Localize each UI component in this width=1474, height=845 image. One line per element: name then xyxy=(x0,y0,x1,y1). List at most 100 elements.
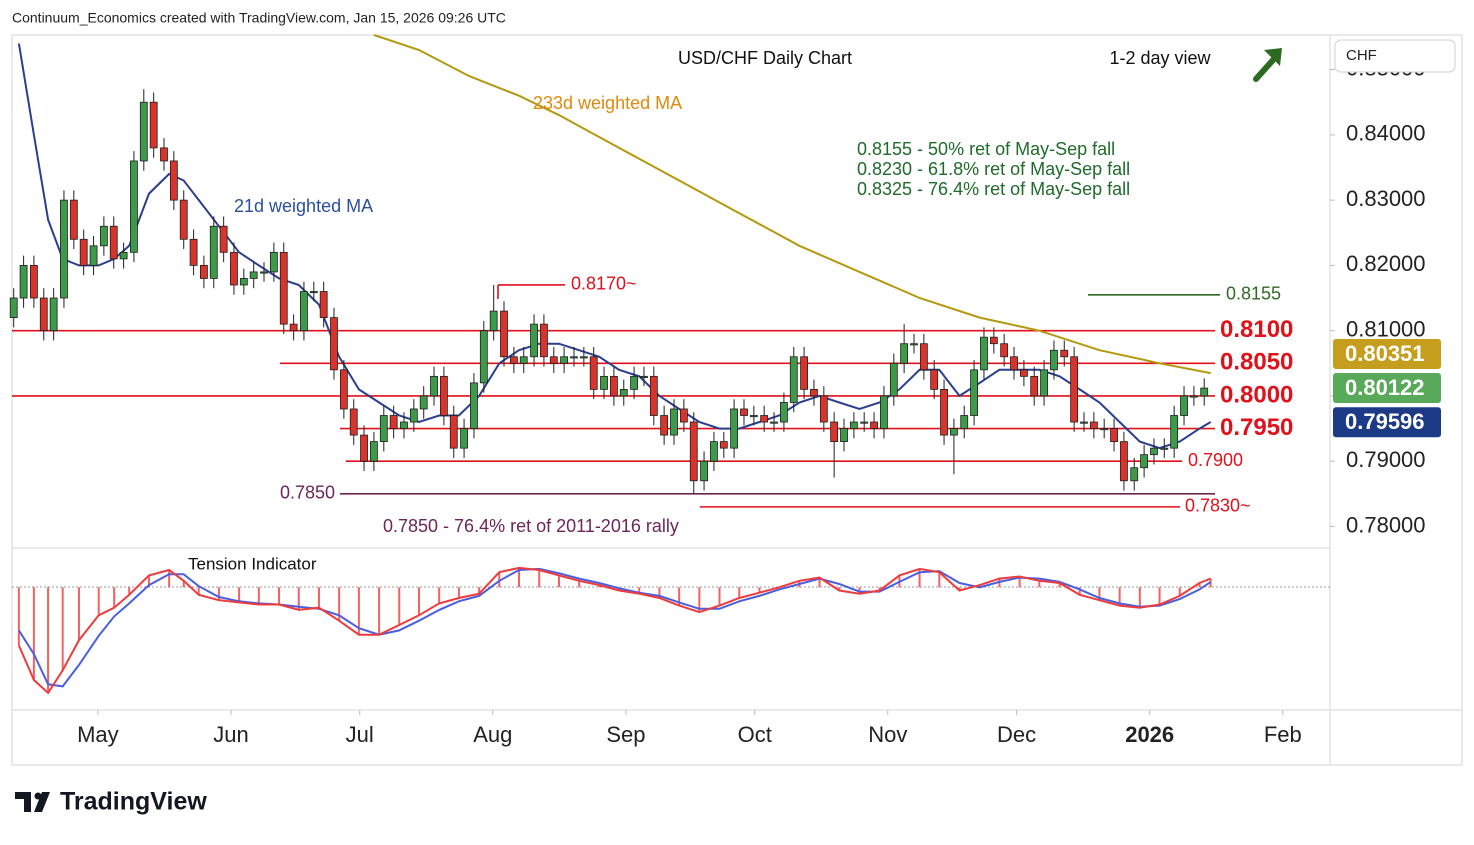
y-tick-label: 0.84000 xyxy=(1346,121,1426,146)
candle-body xyxy=(700,460,708,482)
candle-body xyxy=(139,101,148,162)
note: 0.8155 - 50% ret of May-Sep fall xyxy=(857,139,1115,159)
candle-body xyxy=(660,415,669,436)
candle-body xyxy=(970,369,978,416)
candle-body xyxy=(780,402,788,423)
candle-body xyxy=(169,160,178,201)
candle-body xyxy=(370,441,378,462)
candle-body xyxy=(760,415,769,423)
moving-average-label: 233d weighted MA xyxy=(533,93,682,113)
indicator-layer xyxy=(17,566,1212,695)
candle-body xyxy=(69,199,78,240)
chart-title: USD/CHF Daily Chart xyxy=(678,48,852,68)
indicator-title: Tension Indicator xyxy=(188,554,317,573)
candle-body xyxy=(279,251,288,325)
moving-average-line xyxy=(373,34,1211,375)
candle-body xyxy=(1019,369,1028,377)
candle-body xyxy=(860,421,869,424)
candle-body xyxy=(99,225,108,247)
level-label: 0.7950 xyxy=(1220,414,1293,441)
candle-body xyxy=(640,375,648,378)
candle-body xyxy=(719,441,728,449)
candle-body xyxy=(9,297,18,319)
candle-body xyxy=(330,317,338,371)
candle-body xyxy=(29,264,38,299)
candle-body xyxy=(500,310,508,358)
indicator-line xyxy=(17,566,1212,695)
note: 0.8325 - 76.4% ret of May-Sep fall xyxy=(857,179,1130,199)
candle-body xyxy=(349,408,358,436)
x-tick-label: Aug xyxy=(473,722,512,747)
candle-body xyxy=(89,245,98,266)
candle-body xyxy=(560,356,569,364)
candle-body xyxy=(489,310,498,332)
candle-body xyxy=(1050,349,1058,371)
level-label: 0.7830~ xyxy=(1185,496,1251,516)
currency-label: CHF xyxy=(1346,47,1377,64)
candle-body xyxy=(39,297,48,332)
candle-body xyxy=(519,356,528,364)
candle-body xyxy=(980,336,988,371)
frame xyxy=(11,34,1463,766)
level-label: 0.8100 xyxy=(1220,316,1293,343)
candle-body xyxy=(449,415,458,449)
candle-body xyxy=(379,415,388,443)
candle-body xyxy=(570,356,578,359)
candle-body xyxy=(710,441,718,462)
candle-body xyxy=(819,395,828,423)
x-tick-label: Jun xyxy=(213,722,248,747)
price-badge xyxy=(1333,338,1441,369)
candle-body xyxy=(339,369,348,410)
candle-body xyxy=(880,395,888,429)
candle-body xyxy=(1190,395,1198,398)
candle-body xyxy=(189,238,198,266)
view-arrow xyxy=(1253,48,1282,82)
x-tick-label: 2026 xyxy=(1125,722,1174,747)
candle-body xyxy=(200,264,208,279)
candle-body xyxy=(1080,421,1088,424)
candle-body xyxy=(1200,387,1209,397)
logo-text: TradingView xyxy=(60,788,207,816)
level-label: 0.7900 xyxy=(1188,450,1243,470)
levels-layer xyxy=(12,284,1220,508)
level-label: 0.7850 xyxy=(280,483,335,503)
candle-body xyxy=(610,375,618,397)
candle-body xyxy=(540,323,548,358)
candle-body xyxy=(389,415,398,429)
candle-body xyxy=(849,421,858,429)
candle-body xyxy=(930,369,939,390)
price-badge-label: 0.80351 xyxy=(1345,341,1425,366)
candle-body xyxy=(579,356,588,359)
candle-body xyxy=(679,408,688,423)
candle-body xyxy=(1120,441,1128,482)
candle-body xyxy=(800,356,808,390)
candle-body xyxy=(749,415,758,418)
candle-body xyxy=(260,271,268,274)
candle-body xyxy=(940,389,948,436)
candle-body xyxy=(430,375,438,397)
candle-body xyxy=(1160,447,1169,450)
candle-body xyxy=(289,323,298,332)
candle-body xyxy=(179,199,188,240)
candle-body xyxy=(670,408,678,436)
candle-body xyxy=(269,251,278,273)
candle-body xyxy=(1180,395,1188,416)
arrow-head xyxy=(1264,48,1282,66)
y-tick-label: 0.79000 xyxy=(1346,447,1426,472)
x-tick-label: Jul xyxy=(346,722,374,747)
candle-body xyxy=(309,291,318,294)
candle-body xyxy=(119,251,128,260)
candle-body xyxy=(770,421,778,424)
candle-body xyxy=(130,160,138,253)
indicator-signal xyxy=(18,567,1212,688)
candle-body xyxy=(109,225,118,260)
candle-body xyxy=(600,375,608,390)
price-badge xyxy=(1333,407,1441,438)
tradingview-logo: TradingView xyxy=(15,788,207,816)
candle-body xyxy=(1030,375,1039,397)
level-label: 0.8155 xyxy=(1226,284,1281,304)
candle-body xyxy=(730,408,739,449)
candle-body xyxy=(1010,356,1018,371)
candle-body xyxy=(549,356,558,364)
